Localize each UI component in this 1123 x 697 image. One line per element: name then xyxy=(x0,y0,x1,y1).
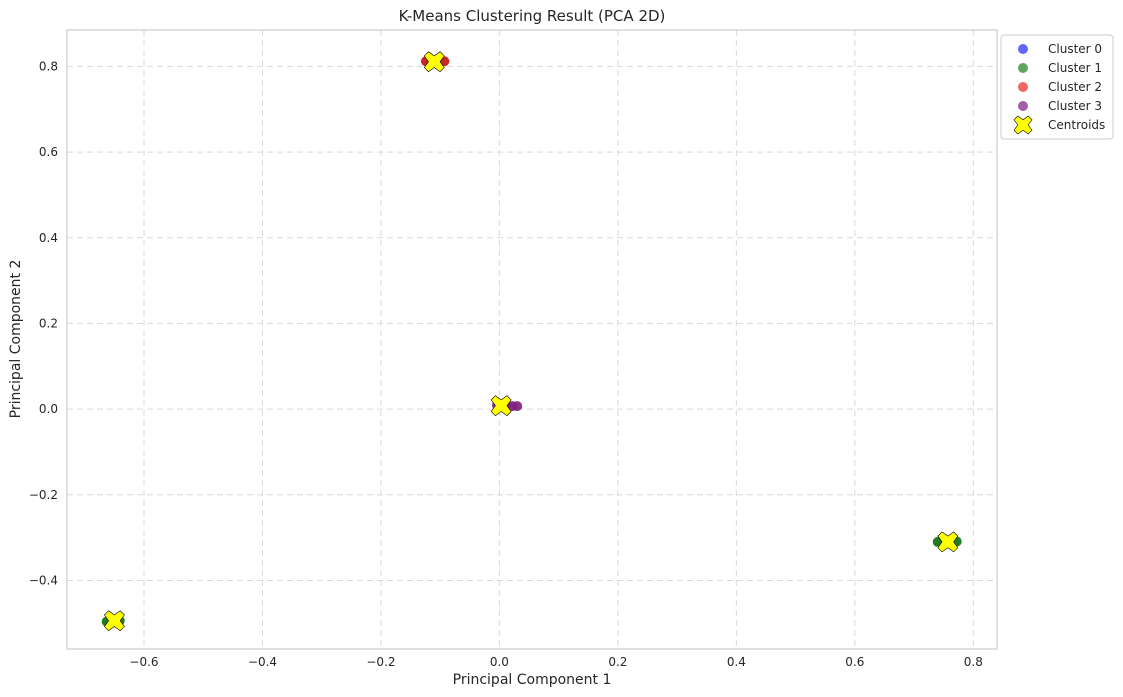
y-tick-label: 0.6 xyxy=(39,145,58,159)
centroid-marker xyxy=(423,51,445,73)
legend-label-cluster-3: Cluster 3 xyxy=(1048,99,1102,113)
legend-label-cluster-0: Cluster 0 xyxy=(1048,42,1102,56)
legend-box xyxy=(1000,34,1114,140)
y-tick-label: 0.0 xyxy=(39,402,58,416)
y-axis-label: Principal Component 2 xyxy=(8,260,24,419)
x-tick-label: 0.2 xyxy=(608,655,627,669)
legend-marker-cluster-0 xyxy=(1018,44,1028,54)
plot-area-frame xyxy=(66,29,998,650)
legend-marker-cluster-1 xyxy=(1018,63,1028,73)
legend: Cluster 0 Cluster 1 Cluster 2 Cluster 3 Cent… xyxy=(1000,34,1114,140)
y-tick-label: 0.8 xyxy=(39,59,58,73)
legend-label-cluster-1: Cluster 1 xyxy=(1048,61,1102,75)
centroid-marker xyxy=(937,531,959,553)
x-tick-label: 0.6 xyxy=(845,655,864,669)
y-tick-label: 0.4 xyxy=(39,231,58,245)
legend-marker-cluster-3 xyxy=(1018,101,1028,111)
legend-marker-centroids xyxy=(1013,115,1033,135)
legend-label-centroids: Centroids xyxy=(1048,118,1105,132)
y-tick-label: 0.2 xyxy=(39,316,58,330)
chart-title: K-Means Clustering Result (PCA 2D) xyxy=(399,7,666,25)
legend-marker-cluster-2 xyxy=(1018,82,1028,92)
centroid-marker xyxy=(103,610,125,632)
tick-labels: −0.6 −0.4 −0.2 0.0 0.2 0.4 0.6 0.8 −0.4 −0.2 0.0 0.… xyxy=(29,59,983,669)
x-tick-label: 0.4 xyxy=(727,655,746,669)
y-tick-label: −0.2 xyxy=(29,488,58,502)
x-tick-label: −0.6 xyxy=(129,655,158,669)
cluster-3-point xyxy=(512,401,523,412)
x-tick-label: −0.2 xyxy=(366,655,395,669)
gridlines xyxy=(67,30,997,649)
centroid-marker xyxy=(490,395,512,417)
x-tick-label: −0.4 xyxy=(248,655,277,669)
x-tick-label: 0.0 xyxy=(490,655,509,669)
x-axis-label: Principal Component 1 xyxy=(453,672,612,688)
y-tick-label: −0.4 xyxy=(29,573,58,587)
centroid-markers xyxy=(103,51,959,632)
x-tick-label: 0.8 xyxy=(964,655,983,669)
legend-label-cluster-2: Cluster 2 xyxy=(1048,80,1102,94)
